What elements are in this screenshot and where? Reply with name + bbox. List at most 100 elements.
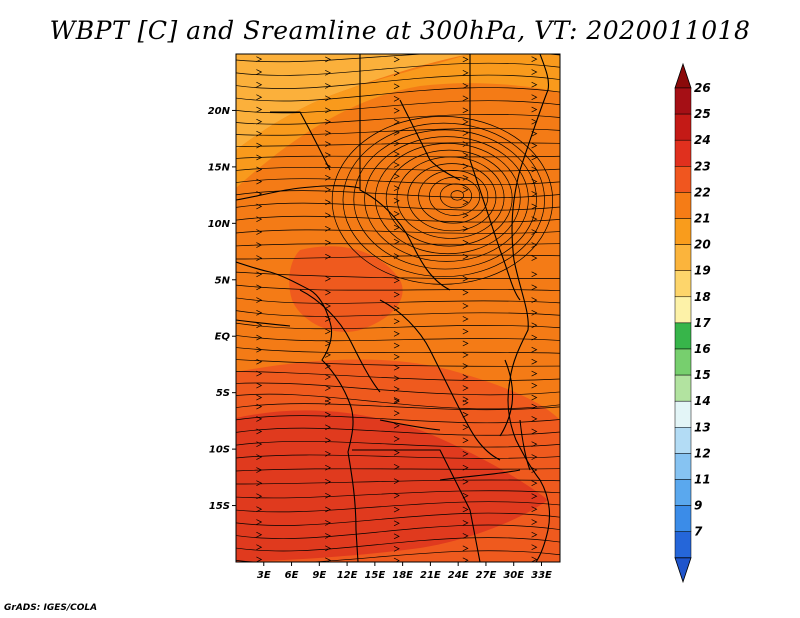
streamline bbox=[236, 468, 560, 472]
flow-arrow bbox=[325, 352, 331, 358]
flow-arrow bbox=[393, 238, 400, 245]
coastline-east-africa bbox=[507, 54, 551, 562]
streamline bbox=[236, 62, 560, 76]
colorbar-segment bbox=[674, 348, 692, 376]
flow-arrow bbox=[531, 441, 538, 447]
lon-tick-label: 30E bbox=[503, 570, 524, 581]
colorbar-label: 7 bbox=[694, 525, 703, 539]
border-line-2 bbox=[359, 54, 451, 291]
flow-arrow bbox=[531, 334, 538, 341]
flow-arrow bbox=[531, 428, 538, 435]
field-zone-central-warm bbox=[289, 246, 403, 332]
flow-arrow bbox=[393, 277, 400, 284]
lon-tick-label: 9E bbox=[312, 570, 326, 581]
flow-arrow bbox=[393, 107, 400, 114]
flow-arrow bbox=[256, 271, 263, 278]
flow-arrow bbox=[325, 506, 331, 513]
lon-tick-label: 33E bbox=[531, 570, 552, 581]
colorbar-label: 13 bbox=[694, 420, 711, 434]
flow-arrow bbox=[531, 416, 538, 422]
flow-arrow bbox=[393, 211, 400, 217]
colorbar-segment bbox=[674, 400, 692, 428]
flow-arrow bbox=[462, 95, 469, 102]
flow-arrow bbox=[256, 130, 263, 137]
flow-arrow bbox=[393, 342, 400, 349]
flow-arrow bbox=[325, 95, 331, 102]
vortex-ring bbox=[375, 143, 521, 255]
colorbar-segment bbox=[674, 87, 692, 115]
flow-arrow bbox=[393, 185, 400, 191]
flow-arrow bbox=[256, 284, 263, 291]
flow-arrow bbox=[462, 119, 469, 125]
flow-arrow bbox=[325, 141, 331, 147]
flow-arrow bbox=[462, 492, 469, 499]
flow-arrow bbox=[325, 411, 331, 418]
streamline bbox=[236, 243, 560, 247]
flow-arrow bbox=[393, 492, 400, 499]
flow-arrow bbox=[325, 186, 331, 193]
flow-arrow bbox=[462, 506, 469, 513]
streamline bbox=[236, 454, 560, 459]
colorbar: 26 25 24 23 22 21 20 19 18 17 16 15 14 13 12 11 9 7 bbox=[674, 62, 711, 584]
streamline bbox=[236, 178, 560, 186]
flow-arrow bbox=[531, 56, 538, 62]
flow-arrow bbox=[531, 322, 538, 329]
colorbar-segment bbox=[674, 166, 692, 193]
flow-arrow bbox=[393, 318, 400, 325]
flow-arrow bbox=[325, 464, 331, 471]
flow-arrow bbox=[256, 531, 263, 538]
flow-arrow bbox=[256, 166, 263, 173]
flow-arrow bbox=[393, 291, 400, 298]
flow-arrow bbox=[462, 70, 469, 76]
flow-arrow bbox=[393, 545, 400, 552]
flow-arrow bbox=[462, 174, 469, 181]
field-zone-south-hot bbox=[236, 410, 548, 562]
vortex-ring bbox=[407, 163, 497, 232]
streamline bbox=[236, 166, 560, 172]
streamline bbox=[236, 403, 560, 411]
flow-arrow bbox=[394, 29, 399, 34]
flow-arrow bbox=[462, 328, 469, 335]
flow-arrow bbox=[393, 520, 400, 527]
streamline bbox=[236, 113, 560, 125]
flow-arrow bbox=[531, 142, 538, 149]
flow-arrow bbox=[531, 154, 538, 161]
flow-arrow bbox=[325, 29, 330, 34]
field-zone-north bbox=[236, 54, 560, 188]
streamline bbox=[236, 512, 560, 526]
streamline bbox=[226, 41, 570, 48]
flow-arrow bbox=[532, 31, 537, 36]
vortex-ring bbox=[331, 116, 554, 285]
field-zone-northwest bbox=[236, 54, 470, 150]
flow-arrow bbox=[325, 152, 331, 158]
flow-arrow bbox=[325, 239, 331, 246]
streamline bbox=[236, 310, 560, 317]
flow-arrow bbox=[325, 119, 331, 125]
map-frame bbox=[235, 53, 561, 563]
map-area bbox=[226, 29, 570, 562]
colorbar-label: 20 bbox=[694, 238, 711, 252]
flow-arrow bbox=[393, 140, 400, 147]
vortex-streamlines bbox=[331, 116, 554, 285]
flow-arrow bbox=[393, 422, 400, 429]
lon-tick-label: 6E bbox=[285, 570, 299, 581]
border-line-3 bbox=[469, 54, 521, 301]
flow-arrow bbox=[462, 464, 469, 471]
flow-arrow bbox=[462, 437, 469, 444]
flow-arrow bbox=[256, 519, 263, 525]
streamline bbox=[236, 87, 560, 102]
streamline bbox=[236, 142, 560, 147]
flow-arrow bbox=[256, 203, 263, 210]
colorbar-label: 23 bbox=[694, 159, 711, 173]
flow-arrow bbox=[531, 403, 538, 410]
streamline bbox=[236, 229, 560, 234]
vortex-ring bbox=[364, 136, 529, 262]
streamline bbox=[236, 501, 560, 513]
flow-arrow bbox=[531, 544, 538, 551]
flow-arrow bbox=[462, 316, 469, 322]
flow-arrow bbox=[393, 533, 400, 540]
flow-arrow bbox=[462, 399, 469, 406]
flow-arrow bbox=[462, 363, 469, 369]
flow-arrow bbox=[531, 346, 538, 353]
